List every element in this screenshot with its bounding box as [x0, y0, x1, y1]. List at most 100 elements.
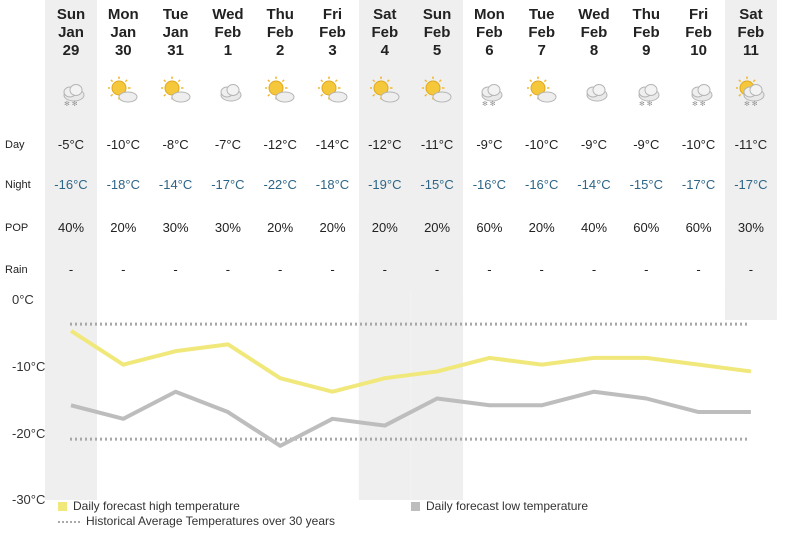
pop-value: 30%: [737, 220, 764, 235]
cloud-icon: [220, 84, 242, 102]
night-temp: -17°C: [734, 177, 768, 192]
legend-historical-label: Historical Average Temperatures over 30 …: [86, 514, 336, 528]
day-temp: -12°C: [368, 137, 402, 152]
rain-value: -: [434, 262, 440, 277]
day-column: Sat Feb 4 -12°C -19°C 20% -: [358, 0, 411, 290]
day-column: Fri Feb 3 -14°C -18°C 20% -: [307, 0, 359, 290]
day-heading: Sun Feb 5: [411, 6, 463, 60]
sun-cloud-icon: [108, 76, 138, 103]
row-label-pop: POP: [5, 222, 29, 234]
day-of-week: Sun: [56, 6, 86, 23]
day-date: 2: [276, 42, 285, 59]
rain-value: -: [225, 262, 231, 277]
legend-historical-swatch: [58, 520, 80, 523]
day-month: Feb: [528, 24, 556, 41]
day-date: 4: [380, 42, 389, 59]
day-month: Feb: [423, 24, 451, 41]
day-heading: Mon Feb 6: [463, 6, 515, 60]
pop-value: 20%: [424, 220, 451, 235]
day-stripe: [411, 290, 464, 500]
legend-historical: Historical Average Temperatures over 30 …: [58, 514, 335, 528]
legend-low: Daily forecast low temperature: [411, 499, 588, 513]
pop-value: 60%: [685, 220, 712, 235]
night-temp: -17°C: [681, 177, 716, 192]
day-heading: Thu Feb 2: [254, 6, 306, 60]
day-heading: Wed Feb 1: [202, 6, 254, 60]
sun-cloud-icon: [265, 76, 295, 103]
svg-text:✻ ✻: ✻ ✻: [482, 100, 496, 106]
day-of-week: Tue: [162, 6, 189, 23]
day-column: Wed Feb 1 -7°C -17°C 30% -: [202, 0, 254, 290]
rain-value: -: [121, 262, 126, 277]
day-date: 10: [690, 42, 707, 59]
day-of-week: Fri: [689, 6, 709, 23]
legend-high-label: Daily forecast high temperature: [73, 499, 240, 513]
snow-cloud-icon: ✻ ✻: [63, 84, 85, 106]
day-temp: -14°C: [315, 137, 350, 152]
day-of-week: Fri: [322, 6, 343, 23]
day-month: Feb: [266, 24, 294, 41]
day-date: 31: [167, 42, 184, 59]
rain-value: -: [278, 262, 283, 277]
legend-high: Daily forecast high temperature: [58, 499, 240, 513]
day-column: Tue Feb 7 -10°C -16°C 20% -: [516, 0, 568, 290]
legend-high-swatch: [58, 502, 67, 512]
svg-text:✻ ✻: ✻ ✻: [744, 100, 758, 106]
day-month: Feb: [214, 24, 242, 41]
day-heading: Sat Feb 4: [359, 6, 411, 60]
day-temp: -9°C: [476, 137, 503, 152]
day-temp: -5°C: [57, 137, 85, 152]
svg-text:✻ ✻: ✻ ✻: [64, 100, 78, 106]
day-temp: -12°C: [263, 137, 297, 152]
day-temp: -7°C: [214, 137, 241, 152]
rain-value: -: [539, 262, 544, 277]
rain-value: -: [644, 262, 649, 277]
y-tick-label: -10°C: [12, 359, 46, 374]
night-temp: -22°C: [263, 177, 297, 192]
rain-value: -: [748, 262, 754, 277]
day-heading: Fri Feb 10: [673, 6, 725, 60]
pop-value: 40%: [580, 220, 608, 235]
day-of-week: Sat: [373, 6, 397, 23]
pop-value: 20%: [528, 220, 555, 235]
day-date: 29: [62, 42, 80, 59]
rain-value: -: [591, 262, 597, 277]
day-of-week: Tue: [528, 6, 555, 23]
day-date: 1: [223, 42, 233, 59]
day-month: Jan: [162, 24, 189, 41]
night-temp: -15°C: [420, 177, 454, 192]
day-of-week: Sat: [739, 6, 763, 23]
cloud-icon: [586, 84, 608, 102]
day-column: Mon Jan 30 -10°C -18°C 20% -: [97, 0, 149, 290]
day-temp: -9°C: [580, 137, 608, 152]
rain-value: -: [173, 262, 178, 277]
day-date: 8: [589, 42, 599, 59]
high-temperature-line: [69, 329, 752, 394]
pop-value: 40%: [57, 220, 85, 235]
night-temp: -15°C: [629, 177, 663, 192]
day-month: Feb: [685, 24, 712, 41]
day-temp: -8°C: [162, 137, 189, 152]
day-column: Fri Feb 10 ✻ ✻ -10°C -17°C 60% -: [673, 0, 725, 290]
sun-cloud-icon: [317, 76, 347, 103]
day-temp: -9°C: [633, 137, 660, 152]
snow-cloud-icon: ✻ ✻: [691, 84, 713, 106]
day-month: Feb: [580, 24, 608, 41]
day-column: Thu Feb 9 ✻ ✻ -9°C -15°C 60% -: [620, 0, 672, 290]
night-temp: -17°C: [211, 177, 245, 192]
pop-value: 60%: [633, 220, 660, 235]
day-temp: -10°C: [106, 137, 140, 152]
day-of-week: Thu: [266, 6, 294, 23]
day-of-week: Sun: [422, 6, 452, 23]
pop-value: 20%: [371, 220, 398, 235]
day-month: Feb: [476, 24, 503, 41]
day-column: Tue Jan 31 -8°C -14°C 30% -: [150, 0, 202, 290]
day-column: Sun Jan 29 ✻ ✻ -5°C -16°C 40% -: [45, 0, 97, 290]
day-heading: Mon Jan 30: [97, 6, 149, 60]
rain-value: -: [330, 262, 335, 277]
pop-value: 30%: [214, 220, 241, 235]
night-temp: -14°C: [158, 177, 193, 192]
y-tick-label: 0°C: [12, 292, 34, 307]
day-stripe: [724, 290, 777, 320]
day-month: Jan: [110, 24, 137, 41]
